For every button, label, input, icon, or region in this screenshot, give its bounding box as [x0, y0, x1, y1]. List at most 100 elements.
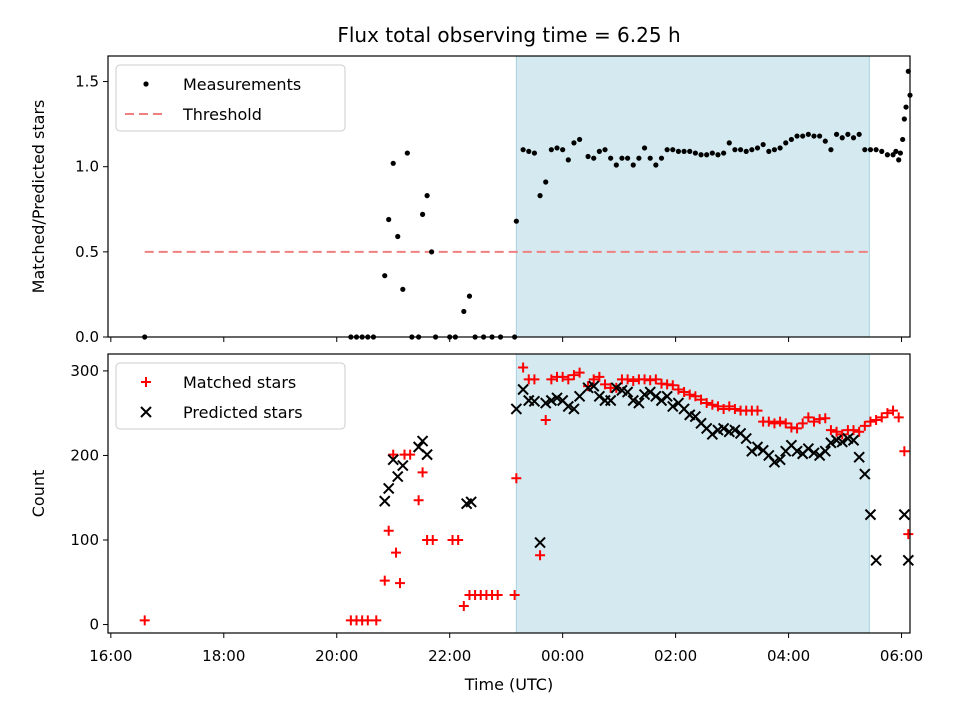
data-point: [836, 436, 848, 448]
data-point: [684, 389, 695, 400]
data-point: [638, 388, 651, 401]
data-point: [461, 308, 467, 315]
legend-marker: [140, 406, 152, 418]
data-point: [800, 133, 806, 139]
legend-label: Matched stars: [183, 373, 296, 392]
data-point: [593, 390, 606, 402]
data-point: [729, 403, 740, 414]
data-point: [535, 550, 546, 561]
data-point: [622, 374, 633, 385]
legend: Measurements Threshold: [115, 64, 346, 132]
data-point: [509, 589, 520, 600]
data-point: [630, 162, 636, 168]
data-point: [610, 382, 623, 394]
axes-frame: [107, 353, 911, 634]
data-point: [395, 233, 401, 240]
data-point: [769, 418, 780, 429]
data-point: [596, 148, 602, 154]
data-point: [847, 434, 860, 446]
data-point: [859, 468, 871, 480]
data-point: [139, 615, 150, 626]
data-point: [763, 416, 774, 427]
data-point: [760, 141, 766, 148]
data-point: [820, 413, 831, 424]
data-point: [900, 136, 906, 143]
data-point: [619, 155, 625, 161]
data-point: [383, 525, 394, 536]
data-point: [585, 153, 591, 160]
data-point: [709, 150, 715, 156]
data-point: [608, 155, 614, 161]
data-point: [740, 432, 752, 445]
data-point: [518, 362, 529, 373]
data-point: [749, 147, 755, 153]
y-tick-label: 200: [70, 446, 99, 464]
data-point: [421, 448, 433, 461]
data-point: [726, 140, 732, 146]
data-point: [588, 374, 599, 385]
y-tick-label: 0.0: [75, 328, 99, 346]
x-tick-label: 04:00: [767, 647, 810, 665]
data-point: [545, 394, 558, 407]
data-point: [574, 367, 585, 378]
data-point: [382, 273, 388, 279]
data-point: [721, 150, 727, 156]
y-axis-label: Matched/Predicted stars: [29, 100, 48, 294]
data-point: [391, 547, 402, 558]
data-point: [537, 193, 543, 199]
data-point: [833, 131, 840, 137]
data-point: [379, 495, 391, 507]
data-point: [386, 216, 392, 223]
data-point: [687, 148, 693, 154]
data-point: [571, 140, 577, 146]
legend-marker: [141, 377, 151, 387]
y-tick-label: 100: [70, 531, 99, 549]
data-point: [588, 380, 600, 392]
y-tick-label: 1.5: [75, 73, 99, 91]
data-point: [534, 536, 546, 549]
data-point: [865, 416, 876, 427]
data-point: [591, 155, 597, 161]
data-point: [600, 379, 611, 390]
x-tick-label: 00:00: [541, 647, 584, 665]
x-axis-label: Time (UTC): [464, 675, 553, 694]
data-point: [562, 400, 575, 413]
data-point: [563, 374, 574, 385]
legend: Matched stars Predicted stars: [115, 362, 346, 430]
data-point: [712, 401, 723, 412]
data-point: [808, 447, 820, 459]
data-point: [698, 152, 704, 158]
data-point: [788, 136, 794, 143]
y-tick-label: 1.0: [75, 158, 99, 176]
data-point: [873, 147, 879, 153]
data-point: [546, 374, 557, 385]
data-point: [573, 390, 586, 402]
data-point: [802, 442, 815, 455]
data-point: [394, 578, 405, 589]
data-point: [791, 445, 803, 457]
y-tick-label: 0.5: [75, 243, 99, 261]
data-point: [565, 157, 571, 163]
data-point: [825, 425, 836, 436]
legend-box: [115, 362, 346, 430]
data-point: [729, 424, 741, 436]
data-point: [664, 147, 670, 153]
data-point: [724, 401, 735, 412]
data-point: [825, 437, 837, 449]
axes-frame: [107, 55, 911, 338]
data-point: [458, 600, 469, 611]
data-point: [520, 147, 526, 153]
data-point: [690, 391, 701, 402]
data-point: [902, 554, 915, 566]
data-point: [777, 145, 783, 151]
data-point: [783, 140, 789, 146]
data-point: [707, 399, 718, 410]
data-point: [754, 145, 761, 151]
x-tick-label: 20:00: [315, 647, 358, 665]
data-point: [903, 104, 909, 110]
data-point: [670, 147, 676, 153]
data-point: [732, 147, 738, 153]
data-point: [803, 412, 814, 423]
data-point: [362, 615, 373, 626]
